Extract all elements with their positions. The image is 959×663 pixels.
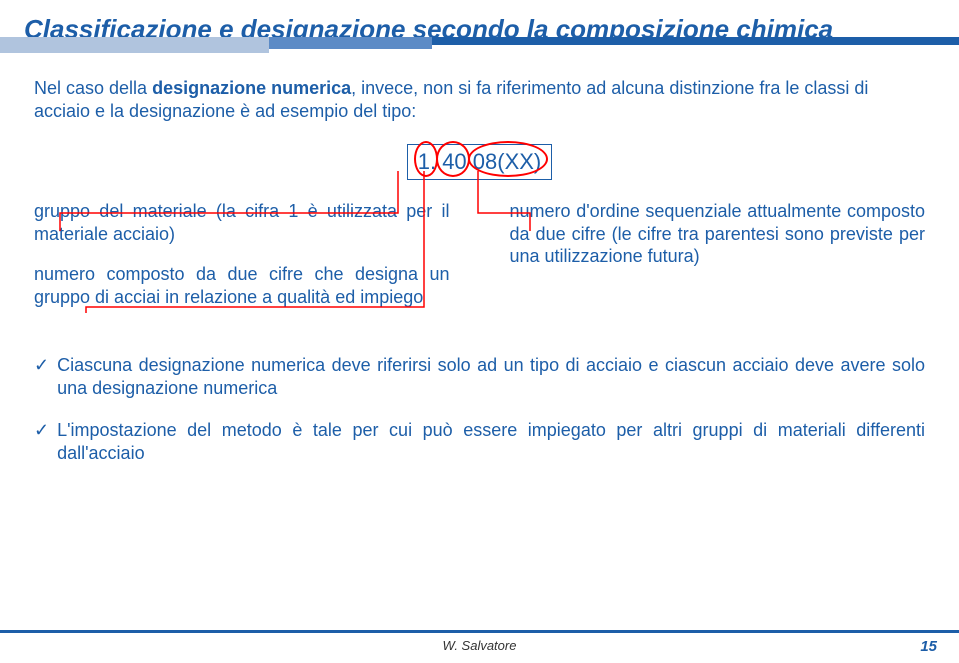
- title-rule-light: [0, 37, 269, 53]
- left-block-2: numero composto da due cifre che designa…: [34, 263, 450, 308]
- code-box: 1. 40 08(XX): [407, 144, 553, 180]
- footer-rule: [0, 630, 959, 633]
- bullet-item-2: ✓ L'impostazione del metodo è tale per c…: [34, 419, 925, 466]
- bullet-text-2: L'impostazione del metodo è tale per cui…: [57, 419, 925, 466]
- bullet-text-1: Ciascuna designazione numerica deve rife…: [57, 354, 925, 401]
- right-column: numero d'ordine sequenziale attualmente …: [510, 200, 926, 326]
- columns: gruppo del materiale (la cifra 1 è utili…: [34, 200, 925, 326]
- right-block: numero d'ordine sequenziale attualmente …: [510, 200, 926, 268]
- check-icon: ✓: [34, 419, 49, 466]
- page-number: 15: [920, 638, 937, 655]
- intro-paragraph: Nel caso della designazione numerica, in…: [34, 77, 925, 122]
- left-block-1: gruppo del materiale (la cifra 1 è utili…: [34, 200, 450, 245]
- title-bar: Classificazione e designazione secondo l…: [0, 0, 959, 53]
- footer-author: W. Salvatore: [0, 638, 959, 653]
- check-icon: ✓: [34, 354, 49, 401]
- intro-prefix: Nel caso della: [34, 78, 152, 98]
- bullet-list: ✓ Ciascuna designazione numerica deve ri…: [34, 354, 925, 466]
- bullet-item-1: ✓ Ciascuna designazione numerica deve ri…: [34, 354, 925, 401]
- code-text: 1. 40 08(XX): [418, 149, 542, 174]
- left-column: gruppo del materiale (la cifra 1 è utili…: [34, 200, 450, 326]
- intro-bold: designazione numerica: [152, 78, 351, 98]
- content-area: Nel caso della designazione numerica, in…: [0, 53, 959, 466]
- code-wrap: 1. 40 08(XX): [34, 144, 925, 180]
